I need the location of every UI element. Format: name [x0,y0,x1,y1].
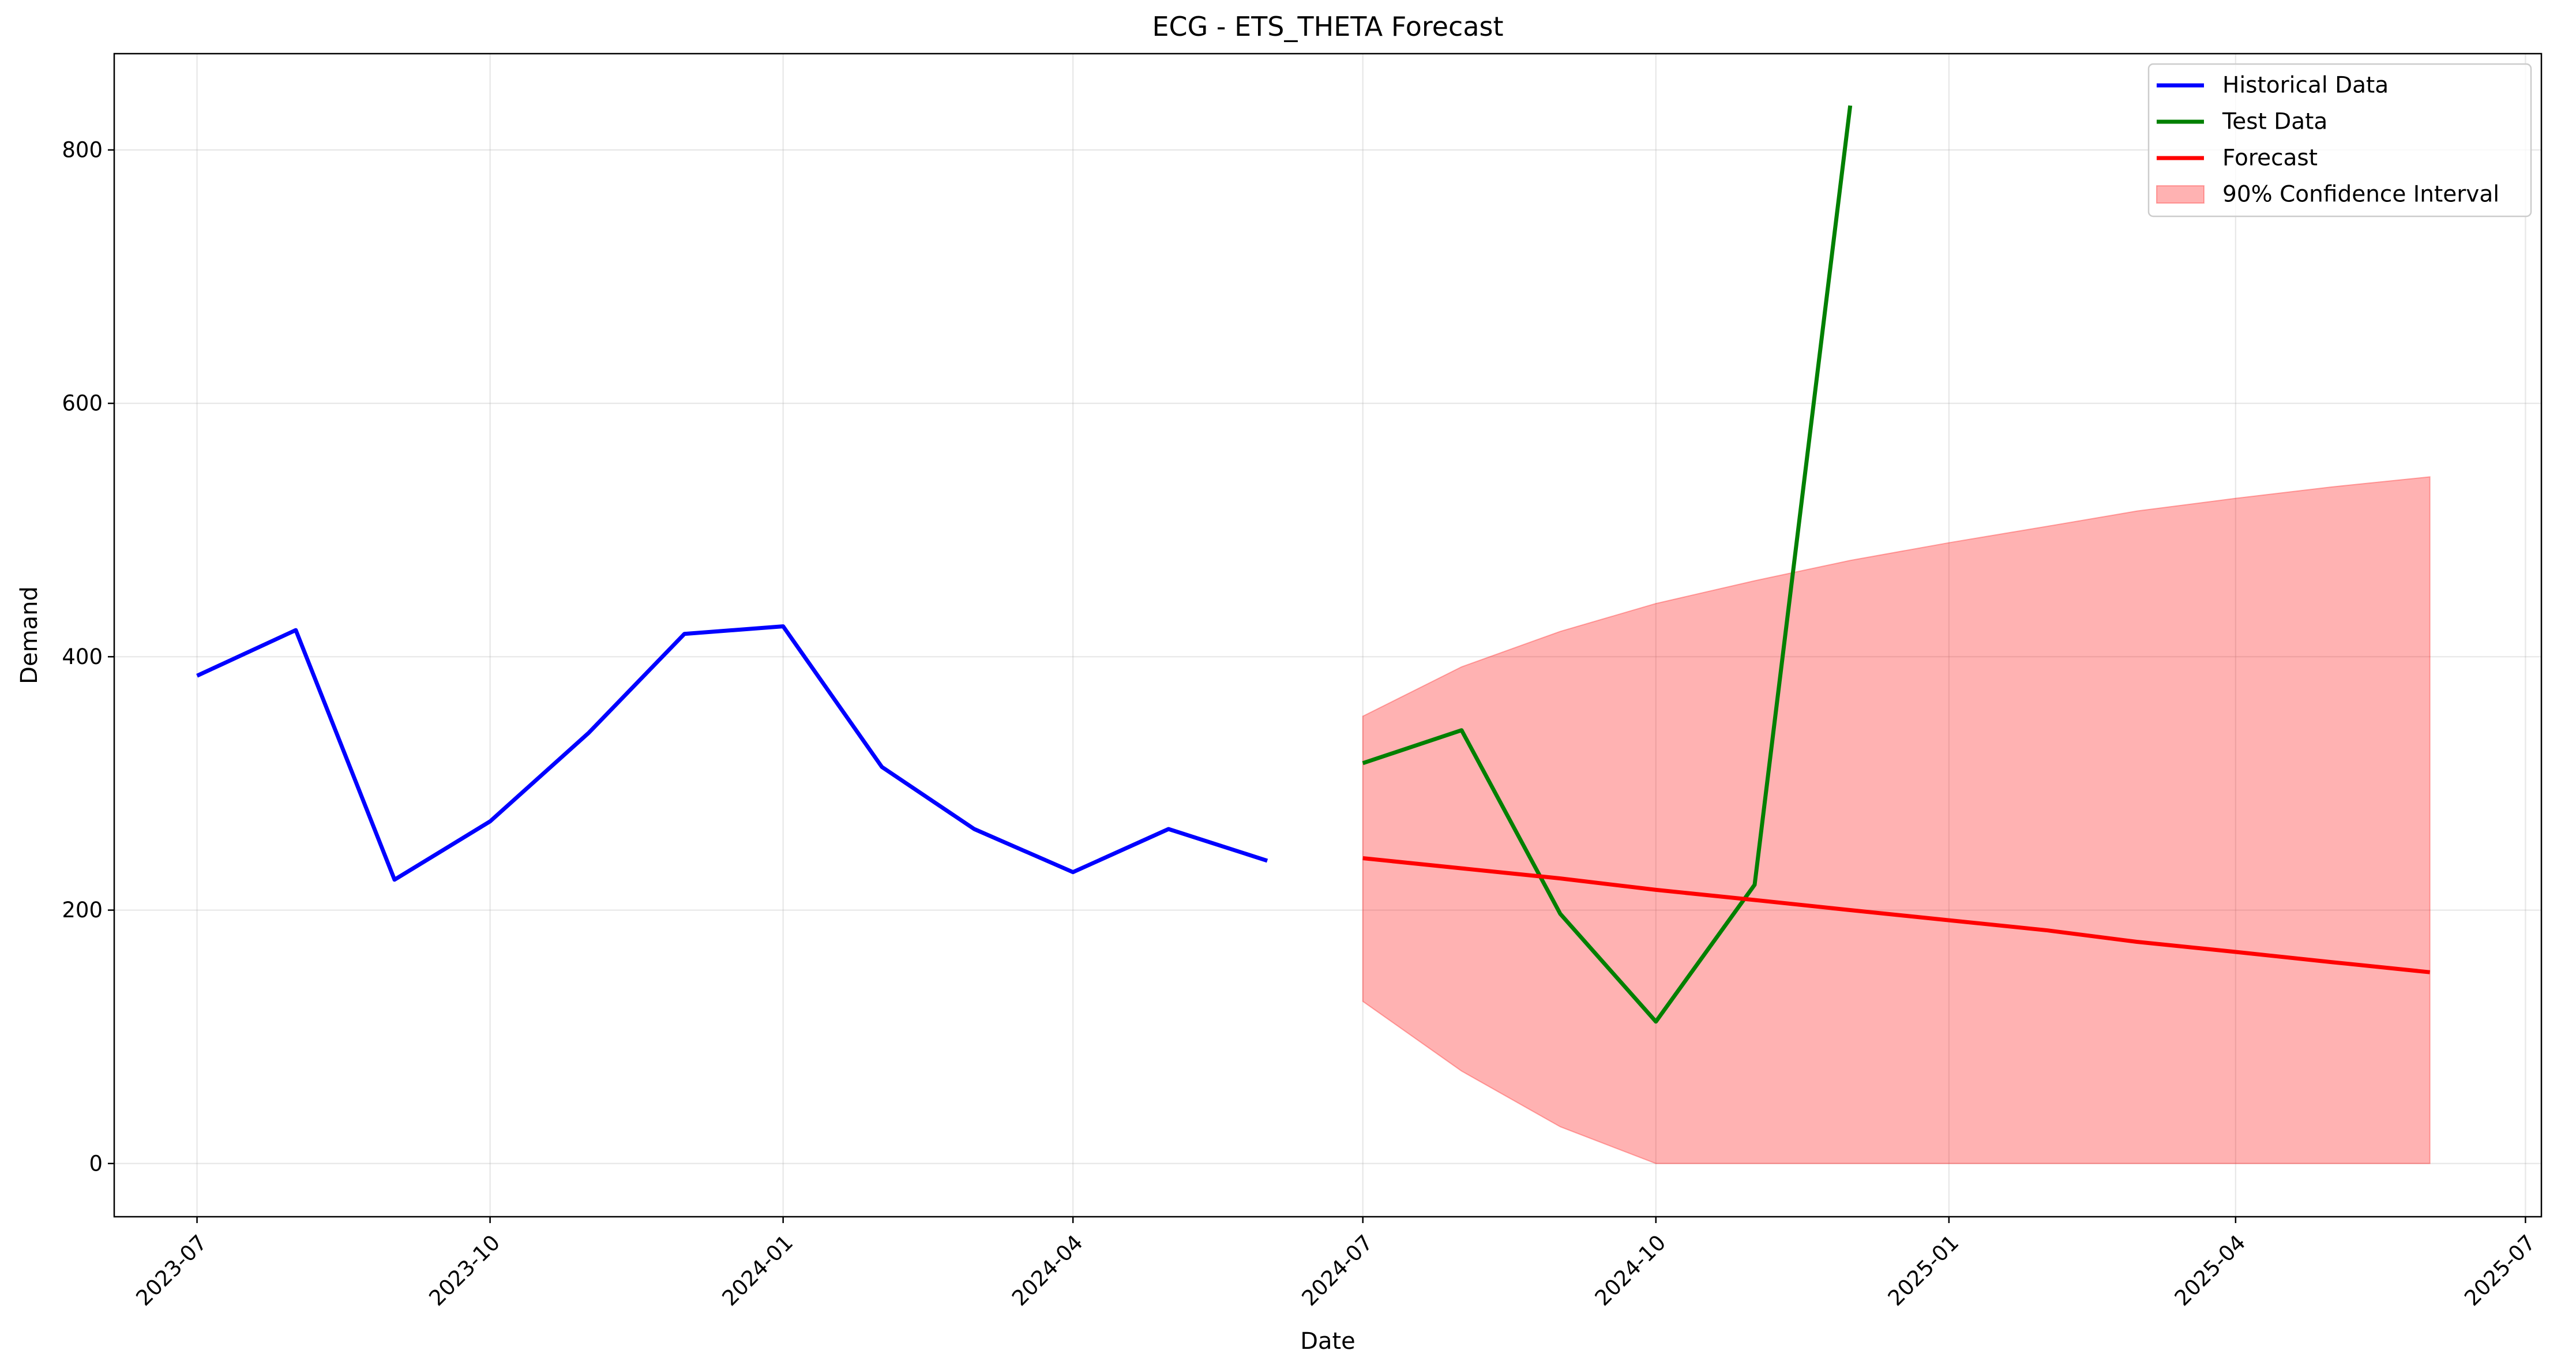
legend-entry-label: Test Data [2222,109,2327,135]
y-tick-label: 800 [62,137,103,162]
series-lines [196,105,2431,1024]
legend-entry-label: 90% Confidence Interval [2222,182,2499,208]
y-tick-label: 0 [89,1151,103,1176]
series-line-1 [1362,105,1853,1024]
grid [114,54,2541,1217]
legend-box [2147,63,2532,217]
y-tick-label: 200 [62,898,103,922]
series-line-0 [196,624,1268,882]
y-tick-label: 600 [62,391,103,416]
legend-swatch-patch [2156,185,2205,204]
y-tick-label: 400 [62,644,103,669]
legend-entry-label: Historical Data [2222,73,2389,99]
chart-title: ECG - ETS_THETA Forecast [1152,11,1503,42]
x-axis-label: Date [1300,1328,1355,1355]
legend-entry-label: Forecast [2222,145,2318,171]
legend: Historical Data Test Data Forecast 90% Conf… [2147,63,2532,217]
series-line-2 [1362,856,2431,974]
y-axis: 0 200 400 600 800 [62,137,114,1176]
plot-area-frame [113,52,2543,1218]
y-axis-label: Demand [16,586,43,684]
